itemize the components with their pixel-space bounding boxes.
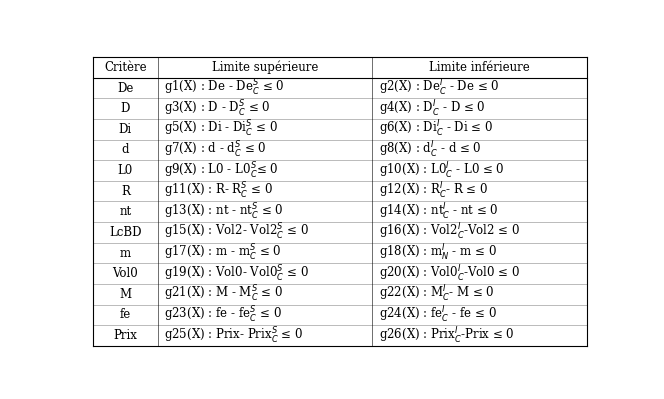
Text: g4(X) : D$_{C}^{I}$ - D ≤ 0: g4(X) : D$_{C}^{I}$ - D ≤ 0 bbox=[378, 99, 485, 119]
Text: g16(X) : Vol2$_{C}^{I}$-Vol2 ≤ 0: g16(X) : Vol2$_{C}^{I}$-Vol2 ≤ 0 bbox=[378, 222, 520, 243]
Text: g7(X) : d - d$_{C}^{S}$ ≤ 0: g7(X) : d - d$_{C}^{S}$ ≤ 0 bbox=[164, 140, 266, 160]
Text: g21(X) : M - M$_{C}^{S}$ ≤ 0: g21(X) : M - M$_{C}^{S}$ ≤ 0 bbox=[164, 284, 283, 304]
Text: d: d bbox=[122, 143, 129, 156]
Text: m: m bbox=[120, 247, 131, 260]
Text: g25(X) : Prix- Prix$_{C}^{S}$ ≤ 0: g25(X) : Prix- Prix$_{C}^{S}$ ≤ 0 bbox=[164, 326, 303, 346]
Text: fe: fe bbox=[120, 308, 131, 322]
Text: Limite supérieure: Limite supérieure bbox=[212, 61, 318, 74]
Text: Vol0: Vol0 bbox=[112, 267, 138, 280]
Text: g19(X) : Vol0- Vol0$_{C}^{S}$ ≤ 0: g19(X) : Vol0- Vol0$_{C}^{S}$ ≤ 0 bbox=[164, 264, 309, 284]
Text: g8(X) : d$_{C}^{I}$ - d ≤ 0: g8(X) : d$_{C}^{I}$ - d ≤ 0 bbox=[378, 140, 481, 160]
Text: g20(X) : Vol0$_{C}^{I}$-Vol0 ≤ 0: g20(X) : Vol0$_{C}^{I}$-Vol0 ≤ 0 bbox=[378, 264, 520, 284]
Text: g24(X) : fe$_{C}^{I}$ - fe ≤ 0: g24(X) : fe$_{C}^{I}$ - fe ≤ 0 bbox=[378, 305, 496, 325]
Text: LcBD: LcBD bbox=[109, 226, 141, 239]
Text: g15(X) : Vol2- Vol2$_{C}^{S}$ ≤ 0: g15(X) : Vol2- Vol2$_{C}^{S}$ ≤ 0 bbox=[164, 222, 309, 243]
Text: g23(X) : fe - fe$_{C}^{S}$ ≤ 0: g23(X) : fe - fe$_{C}^{S}$ ≤ 0 bbox=[164, 305, 282, 325]
Text: nt: nt bbox=[120, 205, 131, 218]
Text: g10(X) : L0$_{C}^{I}$ - L0 ≤ 0: g10(X) : L0$_{C}^{I}$ - L0 ≤ 0 bbox=[378, 160, 504, 181]
Text: Limite inférieure: Limite inférieure bbox=[430, 61, 531, 74]
Text: g6(X) : Di$_{C}^{I}$ - Di ≤ 0: g6(X) : Di$_{C}^{I}$ - Di ≤ 0 bbox=[378, 119, 493, 139]
Text: g1(X) : De - De$_{C}^{S}$ ≤ 0: g1(X) : De - De$_{C}^{S}$ ≤ 0 bbox=[164, 78, 284, 98]
Text: g12(X) : R$_{C}^{I}$- R ≤ 0: g12(X) : R$_{C}^{I}$- R ≤ 0 bbox=[378, 181, 487, 201]
Text: R: R bbox=[121, 185, 130, 198]
Text: g11(X) : R- R$_{C}^{S}$ ≤ 0: g11(X) : R- R$_{C}^{S}$ ≤ 0 bbox=[164, 181, 273, 201]
Text: g18(X) : m$_{N}^{I}$ - m ≤ 0: g18(X) : m$_{N}^{I}$ - m ≤ 0 bbox=[378, 243, 497, 263]
Text: g14(X) : nt$_{C}^{I}$ - nt ≤ 0: g14(X) : nt$_{C}^{I}$ - nt ≤ 0 bbox=[378, 202, 498, 222]
Text: g5(X) : Di - Di$_{C}^{S}$ ≤ 0: g5(X) : Di - Di$_{C}^{S}$ ≤ 0 bbox=[164, 119, 278, 139]
Text: M: M bbox=[120, 288, 131, 301]
Text: De: De bbox=[118, 81, 133, 95]
Text: g22(X) : M$_{C}^{I}$- M ≤ 0: g22(X) : M$_{C}^{I}$- M ≤ 0 bbox=[378, 284, 494, 304]
Text: Critère: Critère bbox=[104, 61, 147, 74]
Text: g26(X) : Prix$_{C}^{I}$-Prix ≤ 0: g26(X) : Prix$_{C}^{I}$-Prix ≤ 0 bbox=[378, 326, 514, 346]
Text: D: D bbox=[121, 102, 130, 115]
Text: g17(X) : m - m$_{C}^{S}$ ≤ 0: g17(X) : m - m$_{C}^{S}$ ≤ 0 bbox=[164, 243, 281, 263]
Text: g13(X) : nt - nt$_{C}^{S}$ ≤ 0: g13(X) : nt - nt$_{C}^{S}$ ≤ 0 bbox=[164, 202, 284, 222]
Text: Prix: Prix bbox=[114, 329, 137, 342]
Text: L0: L0 bbox=[118, 164, 133, 177]
Text: g9(X) : L0 - L0$_{C}^{S}$≤ 0: g9(X) : L0 - L0$_{C}^{S}$≤ 0 bbox=[164, 160, 278, 181]
Text: Di: Di bbox=[119, 123, 132, 136]
Text: g2(X) : De$_{C}^{I}$ - De ≤ 0: g2(X) : De$_{C}^{I}$ - De ≤ 0 bbox=[378, 78, 499, 98]
Text: g3(X) : D - D$_{C}^{S}$ ≤ 0: g3(X) : D - D$_{C}^{S}$ ≤ 0 bbox=[164, 99, 270, 119]
